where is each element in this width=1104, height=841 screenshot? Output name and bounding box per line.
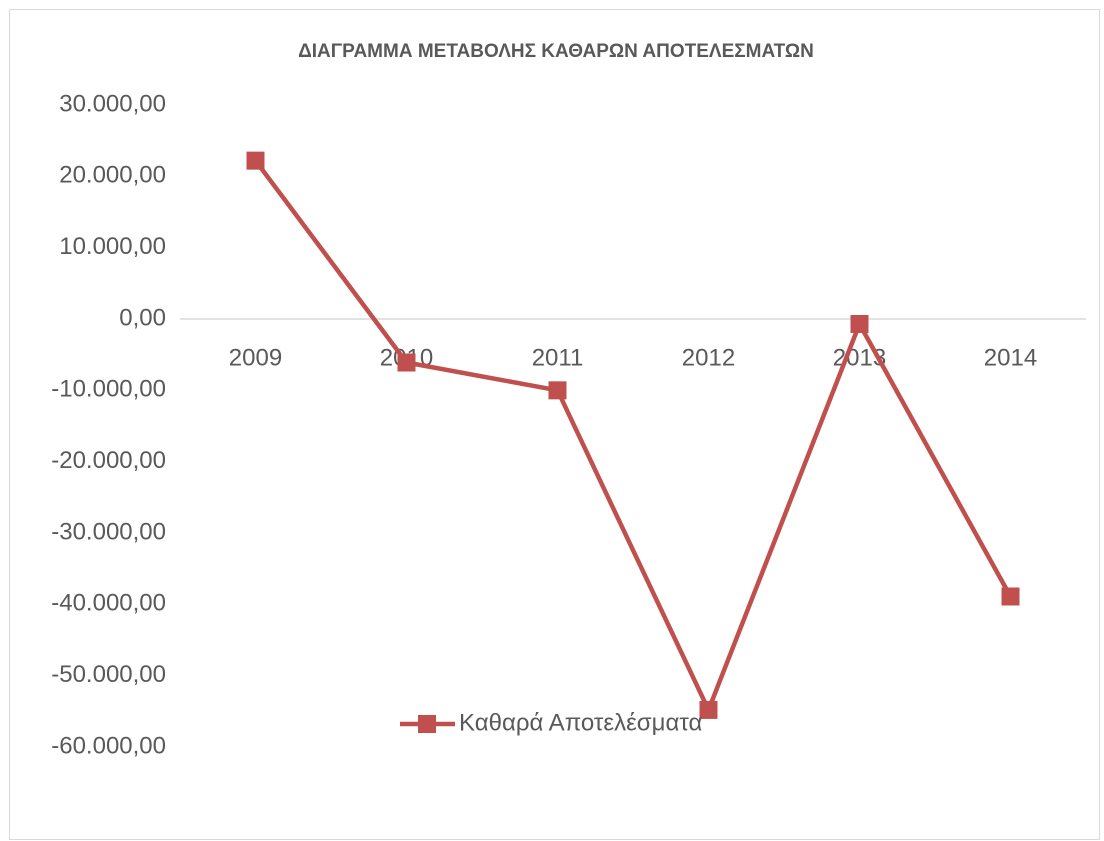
series-line <box>253 159 1013 713</box>
y-tick-label: -10.000,00 <box>51 376 166 403</box>
chart-title: ΔΙΑΓΡΑΜΜΑ ΜΕΤΑΒΟΛΗΣ ΚΑΘΑΡΩΝ ΑΠΟΤΕΛΕΣΜΑΤΩ… <box>298 41 814 62</box>
y-tick-label: -20.000,00 <box>51 447 166 474</box>
y-tick-label: -30.000,00 <box>51 518 166 545</box>
y-tick-label: -50.000,00 <box>51 661 166 688</box>
x-tick-label: 2012 <box>682 344 735 371</box>
y-tick-label: 0,00 <box>119 304 166 331</box>
x-tick-label: 2009 <box>229 344 282 371</box>
marker <box>850 314 869 333</box>
y-tick-label: 10.000,00 <box>59 233 166 260</box>
y-tick-label: -60.000,00 <box>51 732 166 759</box>
y-tick-label: 30.000,00 <box>59 90 166 117</box>
marker <box>397 353 416 372</box>
y-tick-label: 20.000,00 <box>59 162 166 189</box>
legend-marker <box>418 715 436 733</box>
legend-label: Καθαρά Αποτελέσματα <box>459 709 702 736</box>
x-tick-label: 2011 <box>532 344 584 371</box>
marker <box>548 381 567 400</box>
marker <box>246 151 265 170</box>
marker <box>699 700 718 719</box>
chart-border <box>9 9 1100 840</box>
x-tick-label: 2014 <box>984 344 1037 371</box>
y-tick-label: -40.000,00 <box>51 590 166 617</box>
marker <box>1001 587 1020 606</box>
